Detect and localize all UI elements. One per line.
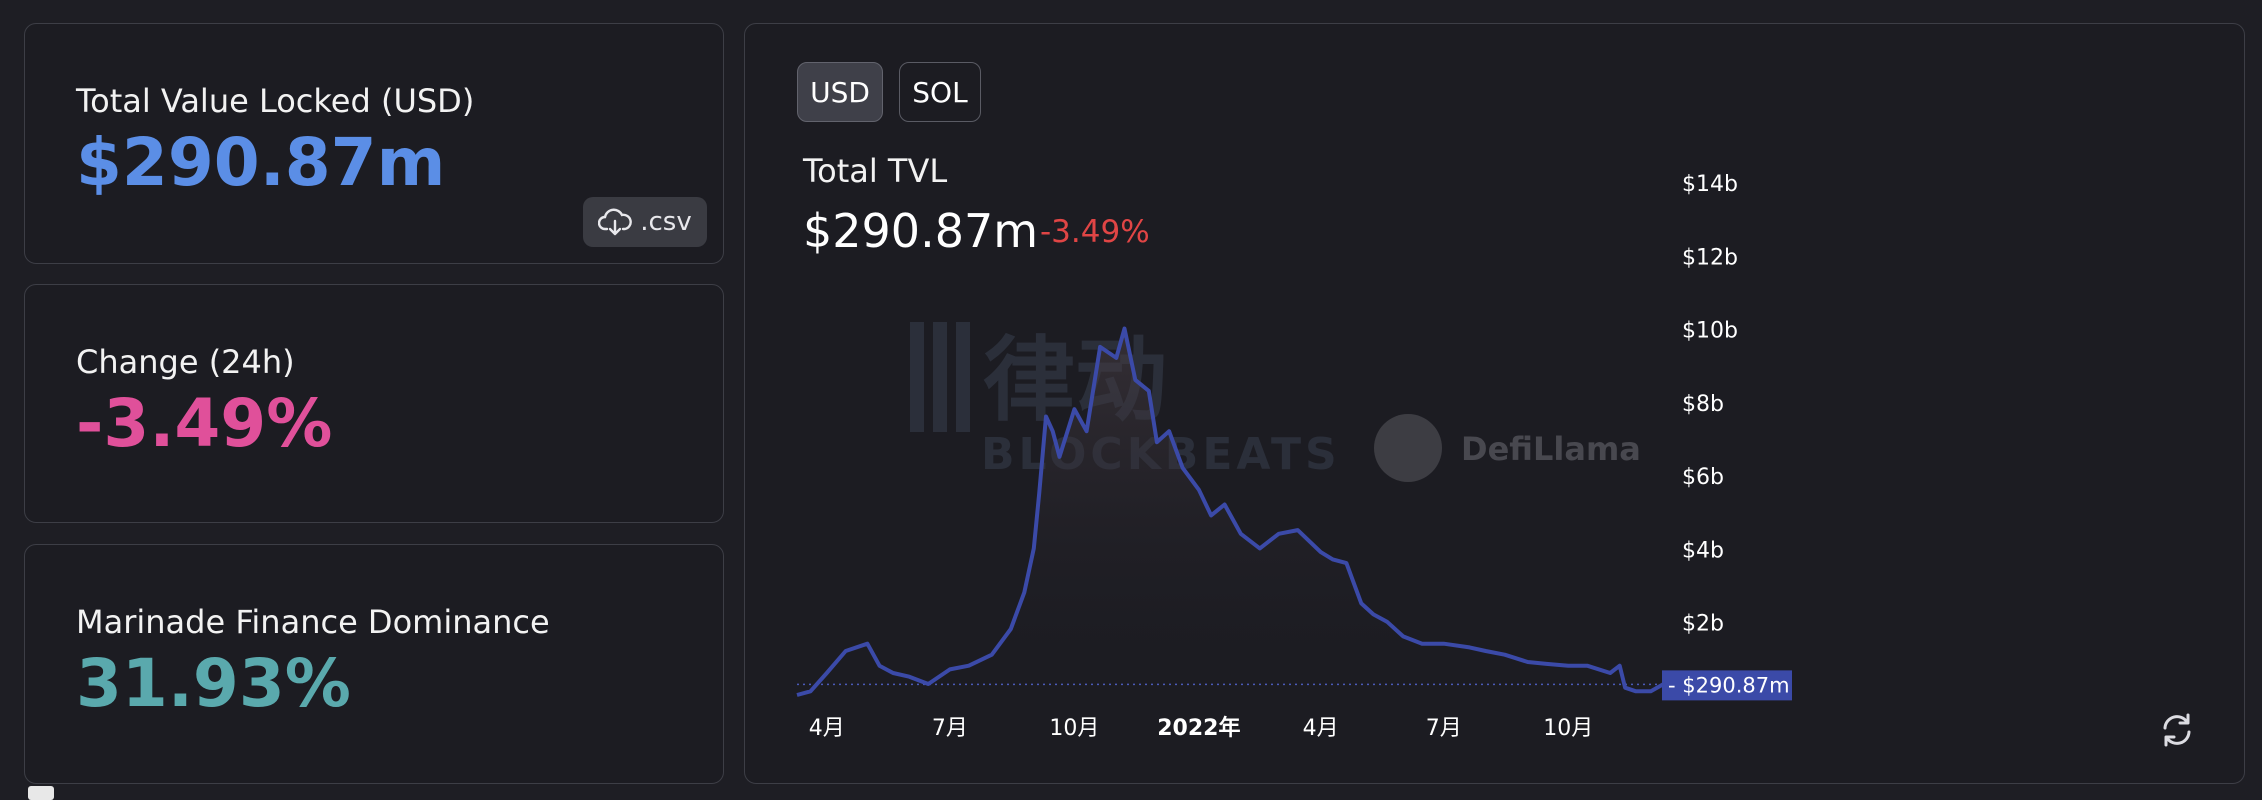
data-point — [1148, 390, 1149, 391]
data-point — [1116, 357, 1117, 358]
data-point — [1059, 456, 1060, 457]
tvl-label: Total Value Locked (USD) — [76, 82, 475, 120]
data-point — [1485, 651, 1486, 652]
data-point — [1033, 548, 1034, 549]
y-tick-label: $12b — [1682, 245, 1738, 270]
data-point — [1346, 563, 1347, 564]
csv-label: .csv — [640, 207, 692, 237]
data-point — [1625, 687, 1626, 688]
y-tick-label: $10b — [1682, 319, 1738, 344]
data-point — [1373, 614, 1374, 615]
data-point — [1619, 665, 1620, 666]
data-point — [1546, 663, 1547, 664]
data-point — [1422, 643, 1423, 644]
x-tick-label: 10月 — [1049, 716, 1099, 741]
data-point — [1052, 431, 1053, 432]
data-point — [1135, 379, 1136, 380]
tvl-line — [796, 326, 1664, 697]
tvl-chart[interactable]: 律动 BLOCKBEATS DefiLlama $2b$4b$6b$8b$10b… — [745, 24, 2246, 785]
data-point — [1332, 559, 1333, 560]
tvl-value: $290.87m — [76, 124, 446, 201]
dominance-label: Marinade Finance Dominance — [76, 603, 550, 641]
data-point — [1198, 489, 1199, 490]
data-point — [879, 665, 880, 666]
change-card: Change (24h) -3.49% — [24, 284, 724, 523]
data-point — [810, 691, 811, 692]
y-tick-label: $2b — [1682, 612, 1724, 637]
data-point — [909, 676, 910, 677]
data-point — [1361, 603, 1362, 604]
dominance-card: Marinade Finance Dominance 31.93% — [24, 544, 724, 784]
data-point — [1259, 548, 1260, 549]
download-csv-button[interactable]: .csv — [583, 197, 707, 247]
data-point — [893, 673, 894, 674]
data-point — [1240, 533, 1241, 534]
data-point — [1010, 629, 1011, 630]
data-point — [1211, 515, 1212, 516]
data-point — [826, 673, 827, 674]
data-point — [845, 651, 846, 652]
current-value-tag — [1662, 670, 1792, 701]
data-point — [1469, 647, 1470, 648]
y-tick-label: $6b — [1682, 465, 1724, 490]
data-point — [1169, 431, 1170, 432]
data-point — [1024, 592, 1025, 593]
x-tick-label: 10月 — [1543, 716, 1593, 741]
chart-change: -3.49% — [1040, 214, 1150, 250]
x-tick-label: 2022年 — [1157, 715, 1240, 741]
defillama-watermark: DefiLlama — [1374, 414, 1641, 482]
chart-title: Total TVL — [803, 152, 948, 190]
data-point — [1182, 467, 1183, 468]
y-tick-label: $14b — [1682, 172, 1738, 197]
data-point — [1403, 636, 1404, 637]
x-tick-label: 4月 — [1303, 716, 1339, 741]
y-tick-label: $8b — [1682, 392, 1724, 417]
data-point — [1278, 533, 1279, 534]
x-tick-label: 7月 — [932, 716, 968, 741]
y-tick-label: $4b — [1682, 538, 1724, 563]
data-point — [797, 695, 798, 696]
data-point — [867, 643, 868, 644]
data-point — [1635, 691, 1636, 692]
data-point — [1504, 654, 1505, 655]
tvl-card: Total Value Locked (USD) $290.87m .csv — [24, 23, 724, 264]
data-point — [949, 669, 950, 670]
cloud-download-icon — [598, 208, 633, 236]
data-point — [1224, 504, 1225, 505]
current-value-label: - $290.87m — [1668, 673, 1790, 697]
data-point — [1610, 673, 1611, 674]
change-label: Change (24h) — [76, 343, 295, 381]
data-point — [1587, 665, 1588, 666]
toggle-usd[interactable]: USD — [797, 62, 883, 122]
data-point — [1074, 409, 1075, 410]
defillama-text: DefiLlama — [1461, 430, 1641, 468]
chart-card: USD SOL Total TVL $290.87m -3.49% 律动 BLO… — [744, 23, 2245, 784]
data-point — [1527, 662, 1528, 663]
data-point — [1039, 493, 1040, 494]
refresh-button[interactable] — [2155, 708, 2199, 752]
data-point — [968, 665, 969, 666]
data-point — [1086, 431, 1087, 432]
data-point — [1045, 416, 1046, 417]
x-tick-label: 7月 — [1426, 716, 1462, 741]
chart-value: $290.87m — [803, 204, 1039, 258]
refresh-icon — [2163, 713, 2191, 747]
data-point — [1386, 621, 1387, 622]
tvl-area — [797, 328, 1663, 695]
data-point — [1100, 346, 1101, 347]
data-point — [928, 684, 929, 685]
toggle-sol[interactable]: SOL — [899, 62, 981, 122]
data-point — [1156, 442, 1157, 443]
dominance-value: 31.93% — [76, 645, 351, 722]
data-point — [1124, 328, 1125, 329]
data-point — [1650, 691, 1651, 692]
data-point — [1297, 530, 1298, 531]
change-value: -3.49% — [76, 385, 333, 462]
data-point — [991, 654, 992, 655]
data-point — [1320, 552, 1321, 553]
data-point — [1568, 665, 1569, 666]
x-tick-label: 4月 — [809, 716, 845, 741]
partial-element — [28, 786, 54, 800]
data-point — [1443, 643, 1444, 644]
